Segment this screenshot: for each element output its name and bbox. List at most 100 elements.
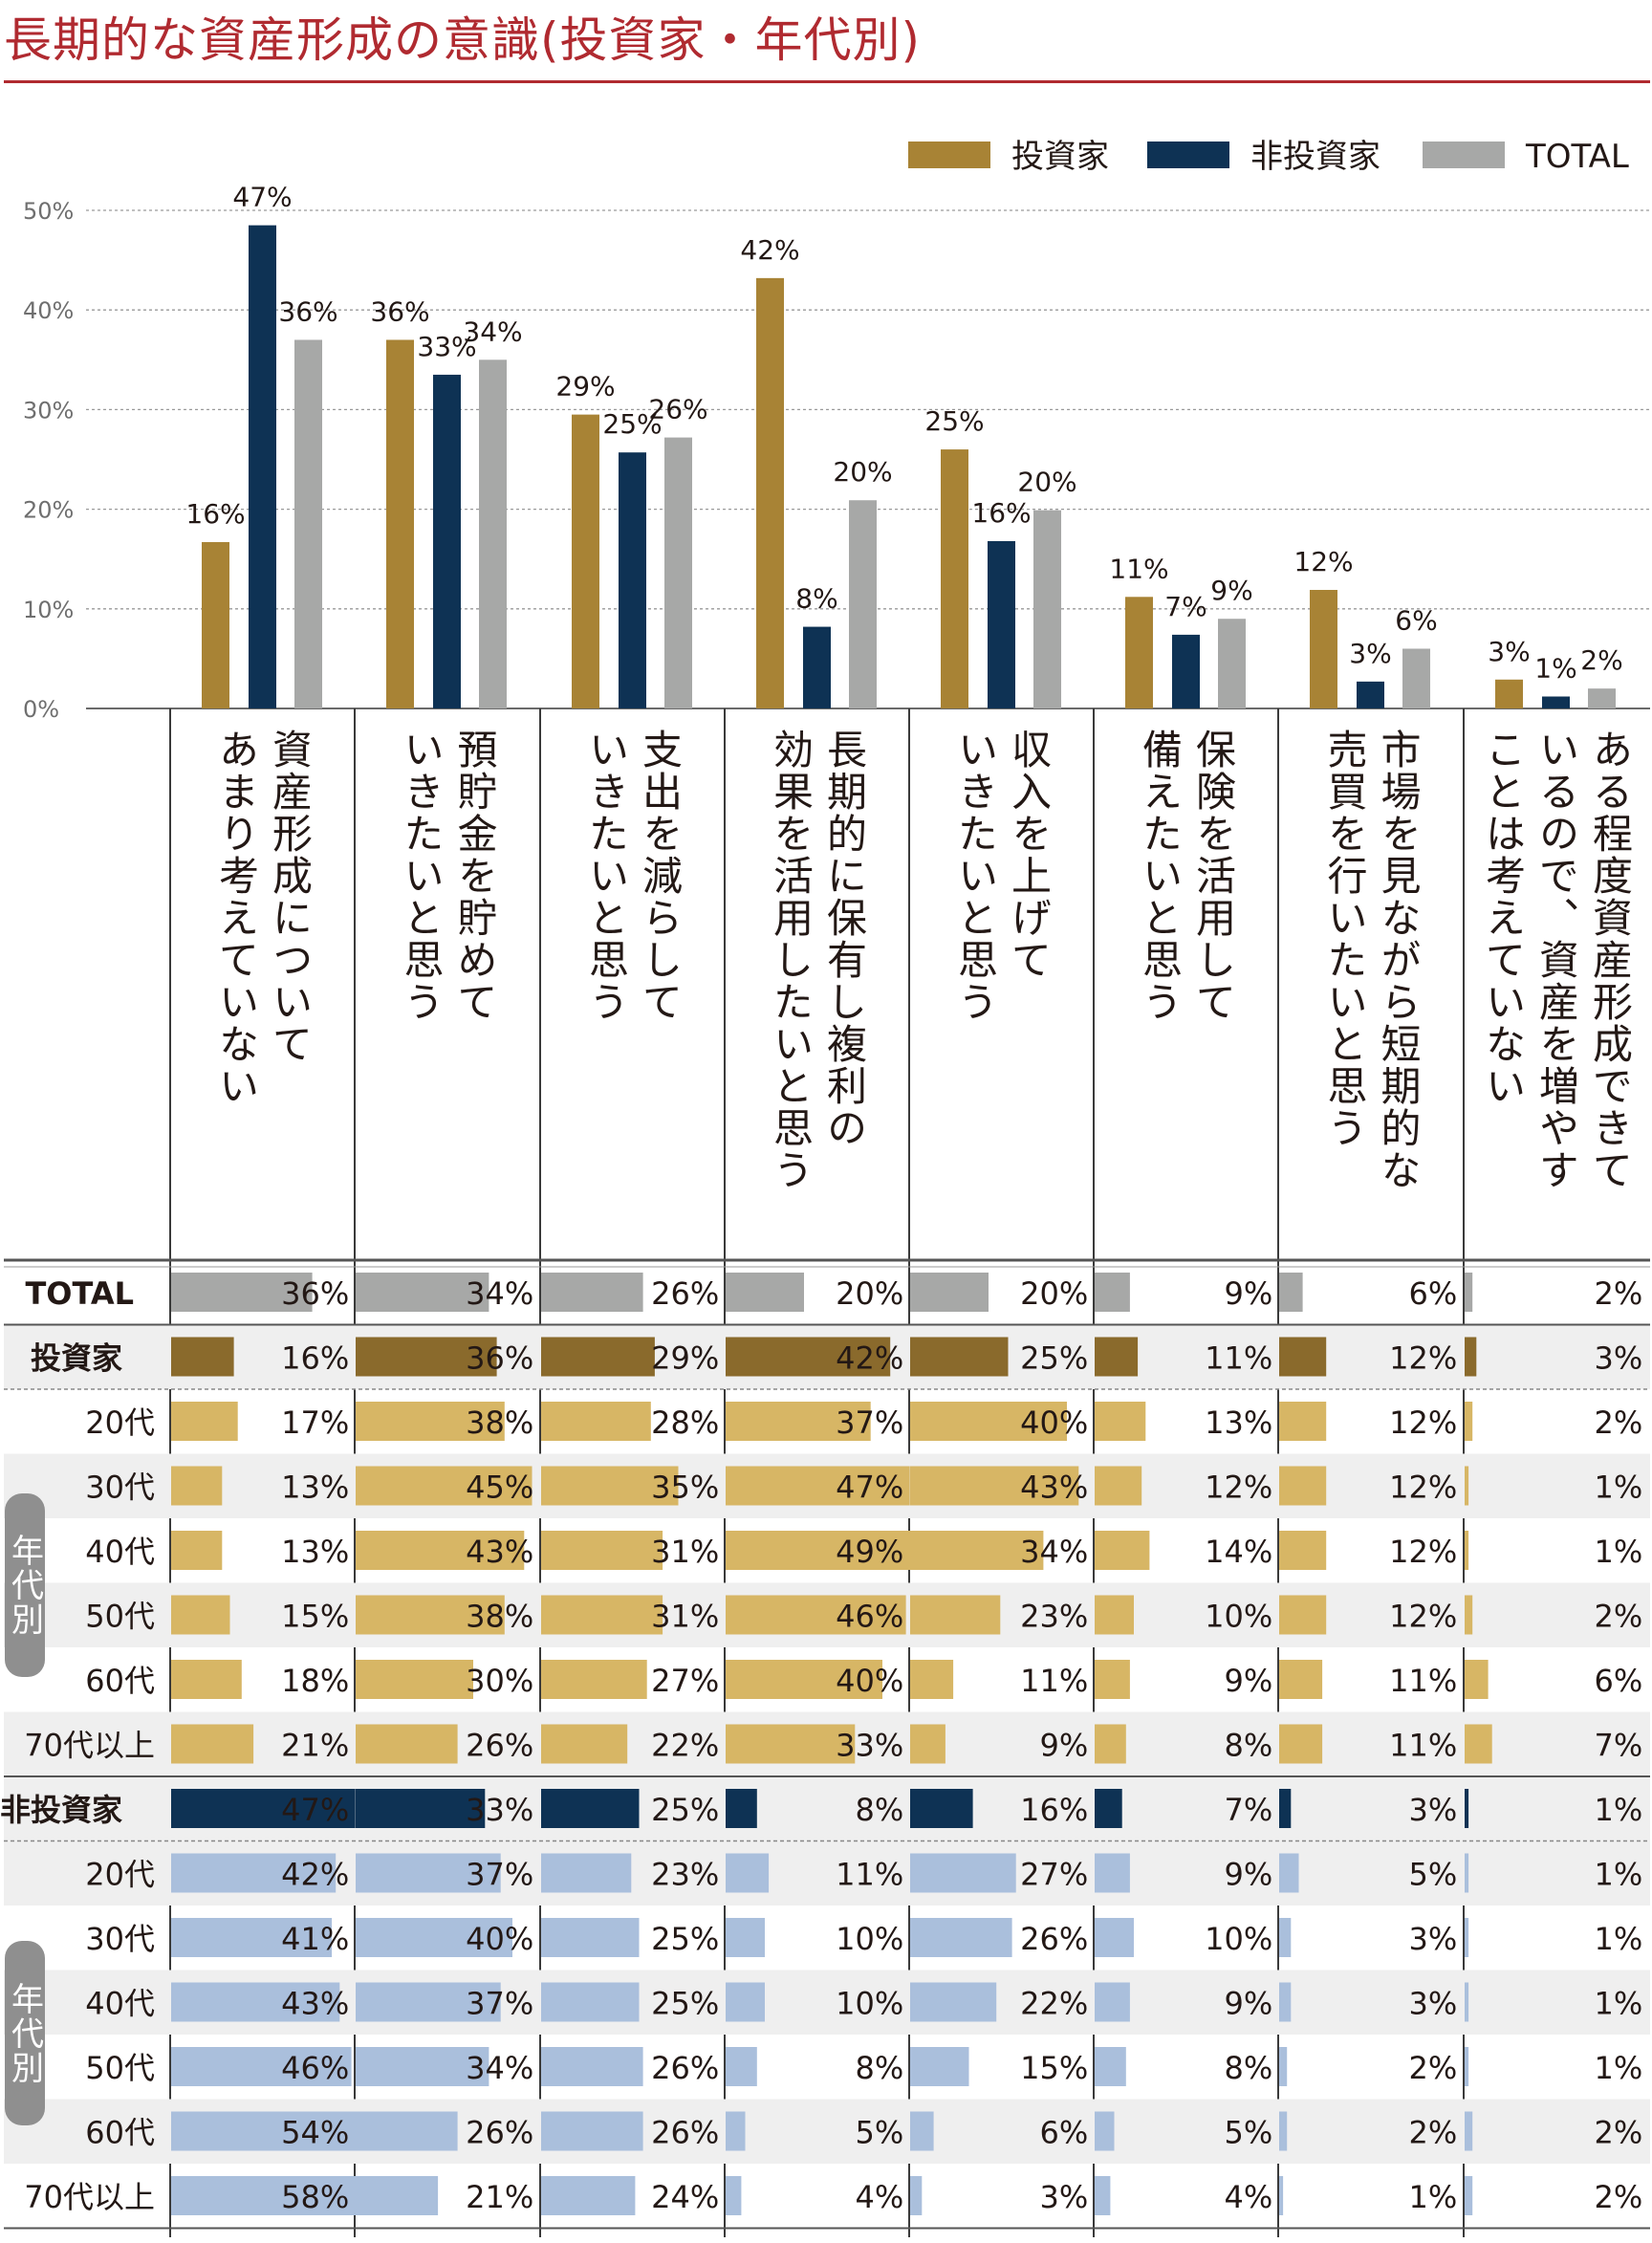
category-label: 保険を活用して 備えたいと思う <box>1136 729 1237 1023</box>
table-bar <box>1279 1660 1323 1699</box>
table-bar <box>726 1273 804 1312</box>
table-value-label: 31% <box>651 1534 719 1570</box>
table-value-label: 38% <box>466 1599 533 1635</box>
y-tick-label: 40% <box>23 297 74 324</box>
table-bar <box>910 1918 1012 1957</box>
table-value-label: 8% <box>856 1792 904 1828</box>
table-bar <box>910 1660 954 1699</box>
table-bar <box>356 1402 505 1441</box>
table-value-label: 15% <box>281 1599 349 1635</box>
bar-value-label: 8% <box>795 583 837 615</box>
bar-value-label: 20% <box>1017 467 1076 498</box>
bar <box>1033 510 1061 708</box>
table-bar <box>1465 1337 1477 1377</box>
table-value-label: 3% <box>1409 1921 1458 1957</box>
table-bar <box>541 1982 640 2022</box>
table-value-label: 6% <box>1409 1275 1458 1312</box>
table-value-label: 5% <box>1409 1857 1458 1893</box>
table-row-label: 20代 <box>85 1405 155 1441</box>
table-bar <box>910 2111 934 2151</box>
table-bar <box>1279 1595 1327 1635</box>
table-value-label: 49% <box>836 1534 903 1570</box>
table-bar <box>1465 1273 1473 1312</box>
table-value-label: 2% <box>1409 2050 1458 2086</box>
table-value-label: 34% <box>1020 1534 1088 1570</box>
table-value-label: 43% <box>1020 1470 1088 1506</box>
table-bar <box>1095 1273 1130 1312</box>
table-bar <box>541 1337 655 1377</box>
table-value-label: 9% <box>1225 1986 1273 2022</box>
table-bar <box>726 1918 765 1957</box>
table-bar <box>1095 1918 1134 1957</box>
category-label: 収入を上げて いきたいと思う <box>951 729 1053 1023</box>
bar <box>1542 696 1570 708</box>
bar-value-label: 20% <box>833 456 892 488</box>
y-tick-label: 0% <box>23 696 59 723</box>
table-row-label: 50代 <box>85 1599 155 1635</box>
table-bar <box>171 1466 223 1506</box>
table-bar <box>1465 1660 1489 1699</box>
table-bar <box>171 1918 333 1957</box>
bar <box>294 339 322 708</box>
table-value-label: 5% <box>856 2115 904 2151</box>
table-value-label: 24% <box>651 2179 719 2215</box>
table-value-label: 21% <box>281 1728 349 1764</box>
bar <box>803 626 831 708</box>
table-value-label: 8% <box>1225 1728 1273 1764</box>
table-value-label: 14% <box>1205 1534 1272 1570</box>
table-row-label: 投資家 <box>31 1340 122 1377</box>
table-bar <box>726 1466 910 1506</box>
table-value-label: 1% <box>1595 1470 1643 1506</box>
category-label: ある程度資産形成できて いるので、資産を増やす ことは考えていない <box>1479 729 1634 1191</box>
table-value-label: 54% <box>281 2115 349 2151</box>
table-value-label: 47% <box>281 1792 349 1828</box>
legend-swatch <box>908 142 990 168</box>
bar-value-label: 3% <box>1349 638 1391 669</box>
table-value-label: 40% <box>836 1663 903 1699</box>
table-bar <box>171 1660 242 1699</box>
bar <box>249 225 276 708</box>
table-bar <box>1279 2111 1288 2151</box>
table-bar <box>171 1789 356 1828</box>
bar-value-label: 2% <box>1580 644 1622 676</box>
table-value-label: 8% <box>856 2050 904 2086</box>
table-bar <box>726 1531 918 1570</box>
table-value-label: 28% <box>651 1405 719 1441</box>
table-bar <box>171 1337 234 1377</box>
table-value-label: 2% <box>1595 2115 1643 2151</box>
table-bar <box>1095 1466 1142 1506</box>
table-bar <box>726 1660 882 1699</box>
table-bar <box>726 1724 856 1764</box>
table-value-label: 13% <box>1205 1405 1272 1441</box>
table-value-label: 1% <box>1595 1534 1643 1570</box>
legend-label: TOTAL <box>1525 138 1629 176</box>
table-value-label: 46% <box>281 2050 349 2086</box>
bar <box>1172 634 1200 708</box>
bar <box>202 541 229 708</box>
age-group-badge-non-investor: 年代別 <box>5 1941 45 2125</box>
table-value-label: 25% <box>1020 1340 1088 1377</box>
table-bar <box>1465 2047 1469 2086</box>
table-value-label: 20% <box>836 1275 903 1312</box>
table-bar <box>356 1660 473 1699</box>
table-bar <box>910 1531 1044 1570</box>
table-bar <box>1095 2111 1115 2151</box>
table-bar <box>1279 2047 1288 2086</box>
table-value-label: 43% <box>281 1986 349 2022</box>
table-value-label: 22% <box>1020 1986 1088 2022</box>
table-bar <box>1279 1337 1327 1377</box>
table-value-label: 25% <box>651 1921 719 1957</box>
table-bar <box>356 1982 501 2022</box>
table-bar <box>726 1595 906 1635</box>
table-bar <box>726 1337 891 1377</box>
table-value-label: 25% <box>651 1792 719 1828</box>
bar <box>664 437 692 708</box>
table-bar <box>910 1337 1009 1377</box>
bar-value-label: 6% <box>1395 604 1437 636</box>
table-value-label: 12% <box>1389 1405 1457 1441</box>
table-bar <box>1465 1982 1469 2022</box>
category-label: 資産形成について あまり考えていない <box>212 729 314 1107</box>
table-value-label: 42% <box>836 1340 903 1377</box>
table-value-label: 2% <box>1595 2179 1643 2215</box>
table-bar <box>1279 1724 1323 1764</box>
